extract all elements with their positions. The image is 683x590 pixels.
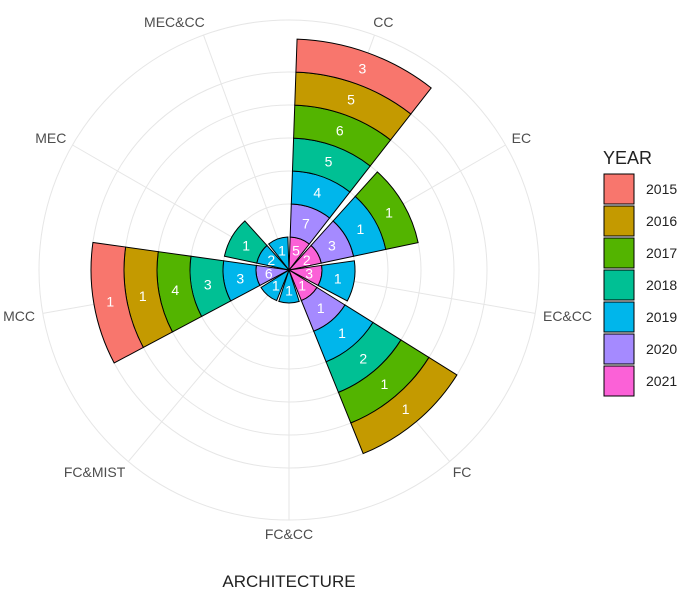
legend-item: 2021 [603,365,677,397]
legend-label: 2020 [646,341,677,357]
x-axis-title: ARCHITECTURE [222,572,355,590]
segment-value-label: 3 [236,271,244,287]
grid-spoke [203,34,290,271]
segment-value-label: 3 [204,276,212,292]
segment-value-label: 1 [139,288,147,304]
segment-value-label: 3 [358,60,366,76]
segment-value-label: 7 [302,215,310,231]
segment-value-label: 2 [359,350,367,366]
category-label: MEC&CC [144,14,205,30]
legend-swatch [603,205,635,237]
bar-segment [350,356,458,455]
segment-value-label: 2 [267,252,275,268]
legend-item: 2018 [603,269,677,301]
category-label: MEC [35,130,66,146]
segment-value-label: 6 [336,122,344,138]
legend-item: 2015 [603,173,677,205]
category-label: MCC [3,308,35,324]
legend-swatch [603,237,635,269]
legend-swatch [603,173,635,205]
legend-item: 2016 [603,205,677,237]
segment-value-label: 1 [272,278,280,294]
segment-value-label: 1 [298,278,306,294]
segment-value-label: 1 [285,283,293,299]
legend-label: 2015 [646,181,677,197]
segment-value-label: 1 [381,376,389,392]
bar-segment [260,268,291,302]
segment-value-label: 4 [171,282,179,298]
bar-segments [90,38,458,455]
legend-item: 2019 [603,301,677,333]
legend-swatch [603,365,635,397]
category-label: FC&CC [265,526,313,542]
category-label: FC&MIST [64,464,126,480]
bar-segment [90,241,144,364]
segment-value-label: 1 [278,243,286,259]
segment-value-label: 5 [292,243,300,259]
segment-value-label: 1 [385,204,393,220]
category-label: EC&CC [543,308,592,324]
segment-value-label: 1 [334,271,342,287]
bar-segment [278,268,300,304]
category-label: EC [512,130,531,146]
legend-label: 2017 [646,245,677,261]
legend-title: YEAR [603,148,652,168]
legend-item: 2020 [603,333,677,365]
bar-segment [317,260,356,302]
segment-value-label: 1 [242,237,250,253]
legend-label: 2019 [646,309,677,325]
segment-value-label: 3 [305,266,313,282]
legend-label: 2018 [646,277,677,293]
bar-segment [223,220,268,264]
category-label: FC [453,464,472,480]
legend-label: 2016 [646,213,677,229]
segment-value-label: 5 [347,91,355,107]
bar-segment [267,236,290,272]
segment-value-label: 1 [338,325,346,341]
legend-swatch [603,333,635,365]
category-axis-labels: CC EC EC&CC FC FC&CC FC&MIST MCC MEC MEC&CC [3,14,592,542]
bar-segment [354,171,419,251]
segment-value-label: 3 [328,237,336,253]
category-label: CC [373,14,393,30]
legend-swatch [603,269,635,301]
segment-value-label: 6 [265,266,273,282]
grid-spoke [127,269,290,462]
legend-swatch [603,301,635,333]
segment-value-label: 1 [402,401,410,417]
segment-value-label: 5 [325,153,333,169]
segment-value-label: 2 [303,252,311,268]
segment-value-label: 1 [317,300,325,316]
legend-label: 2021 [646,373,677,389]
legend: YEAR 2015 2016 2017 2018 2019 2020 2021 [603,148,677,397]
segment-value-label: 1 [357,221,365,237]
bar-segment [295,38,432,115]
segment-value-label: 1 [106,294,114,310]
segment-value-label: 4 [313,184,321,200]
legend-item: 2017 [603,237,677,269]
